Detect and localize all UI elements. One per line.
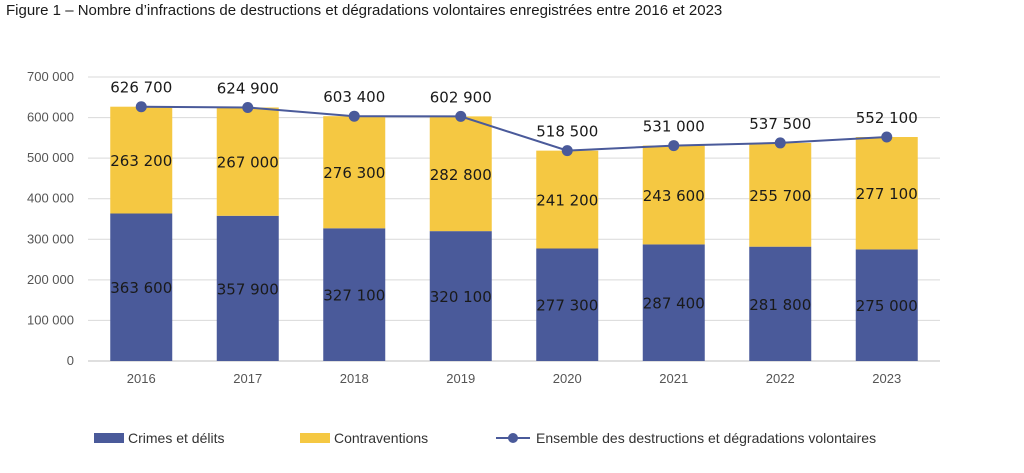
bar-label-crimes-delits: 287 400: [643, 295, 705, 313]
y-tick-label: 300 000: [27, 231, 74, 246]
bar-crimes-delits: [429, 231, 492, 361]
bar-contraventions: [855, 137, 918, 250]
y-tick-label: 700 000: [27, 69, 74, 84]
x-tick-label: 2019: [446, 371, 475, 386]
legend-swatch-contraventions: [300, 433, 330, 443]
total-label: 602 900: [430, 88, 492, 106]
x-axis-ticks: 2016 2017 2018 2019 2020 2021 2022 2023: [127, 371, 901, 386]
y-tick-label: 500 000: [27, 150, 74, 165]
legend-label-total: Ensemble des destructions et dégradation…: [536, 430, 876, 446]
legend-marker-total: [508, 433, 518, 443]
total-label: 624 900: [217, 79, 279, 97]
x-tick-label: 2021: [659, 371, 688, 386]
total-label: 603 400: [323, 88, 385, 106]
total-label: 552 100: [856, 109, 918, 127]
bar-label-contraventions: 277 100: [856, 185, 918, 203]
bar-label-crimes-delits: 357 900: [217, 280, 279, 298]
y-tick-label: 100 000: [27, 312, 74, 327]
bar-contraventions: [642, 145, 705, 245]
total-point: [561, 145, 573, 157]
bar-contraventions: [110, 106, 173, 214]
total-point: [774, 137, 786, 149]
bar-value-labels: 363 600 357 900 327 100 320 100 277 300 287 4…: [110, 152, 918, 315]
bar-crimes-delits: [110, 213, 173, 361]
bar-crimes-delits: [216, 215, 279, 361]
y-tick-label: 0: [67, 353, 74, 368]
grid-lines: [88, 76, 940, 362]
bar-contraventions: [536, 150, 599, 249]
total-point: [135, 101, 147, 113]
total-point: [455, 110, 467, 122]
x-tick-label: 2020: [553, 371, 582, 386]
y-tick-label: 200 000: [27, 272, 74, 287]
x-tick-label: 2018: [340, 371, 369, 386]
y-axis-ticks: 0 100 000 200 000 300 000 400 000 500 000 600 …: [27, 69, 74, 368]
bar-label-contraventions: 263 200: [110, 152, 172, 170]
total-label: 531 000: [643, 118, 705, 136]
legend: Crimes et délits Contraventions Ensemble d…: [94, 430, 876, 446]
legend-label-contraventions: Contraventions: [334, 430, 428, 446]
bar-label-contraventions: 276 300: [323, 164, 385, 182]
y-tick-label: 400 000: [27, 191, 74, 206]
bars: [110, 106, 918, 361]
y-tick-label: 600 000: [27, 110, 74, 125]
bar-label-crimes-delits: 277 300: [536, 297, 598, 315]
figure-title: Figure 1 – Nombre d’infractions de destr…: [6, 2, 723, 19]
bar-label-contraventions: 255 700: [749, 187, 811, 205]
total-point: [881, 131, 893, 143]
bar-label-contraventions: 267 000: [217, 154, 279, 172]
legend-label-crimes-delits: Crimes et délits: [128, 430, 224, 446]
bar-contraventions: [216, 107, 279, 216]
legend-swatch-crimes-delits: [94, 433, 124, 443]
x-tick-label: 2023: [872, 371, 901, 386]
total-line: 626 700 624 900 603 400 602 900 518 500 531 0…: [110, 79, 918, 157]
bar-label-contraventions: 282 800: [430, 166, 492, 184]
bar-label-contraventions: 243 600: [643, 187, 705, 205]
bar-crimes-delits: [749, 246, 812, 361]
bar-label-crimes-delits: 281 800: [749, 296, 811, 314]
bar-crimes-delits: [323, 228, 386, 361]
x-tick-label: 2022: [766, 371, 795, 386]
bar-label-contraventions: 241 200: [536, 192, 598, 210]
total-line-path: [141, 105, 887, 152]
bar-contraventions: [429, 116, 492, 232]
bar-crimes-delits: [642, 244, 705, 361]
bar-contraventions: [749, 142, 812, 247]
bar-label-crimes-delits: 320 100: [430, 288, 492, 306]
bar-label-crimes-delits: 363 600: [110, 279, 172, 297]
total-label: 626 700: [110, 79, 172, 97]
total-point: [242, 101, 254, 113]
total-label: 537 500: [749, 115, 811, 133]
total-label: 518 500: [536, 123, 598, 141]
total-point: [668, 140, 680, 152]
total-point: [348, 110, 360, 122]
bar-label-crimes-delits: 327 100: [323, 287, 385, 305]
x-tick-label: 2016: [127, 371, 156, 386]
bar-label-crimes-delits: 275 000: [856, 297, 918, 315]
bar-crimes-delits: [855, 249, 918, 361]
bar-crimes-delits: [536, 248, 599, 361]
bar-contraventions: [323, 116, 386, 229]
x-tick-label: 2017: [233, 371, 262, 386]
